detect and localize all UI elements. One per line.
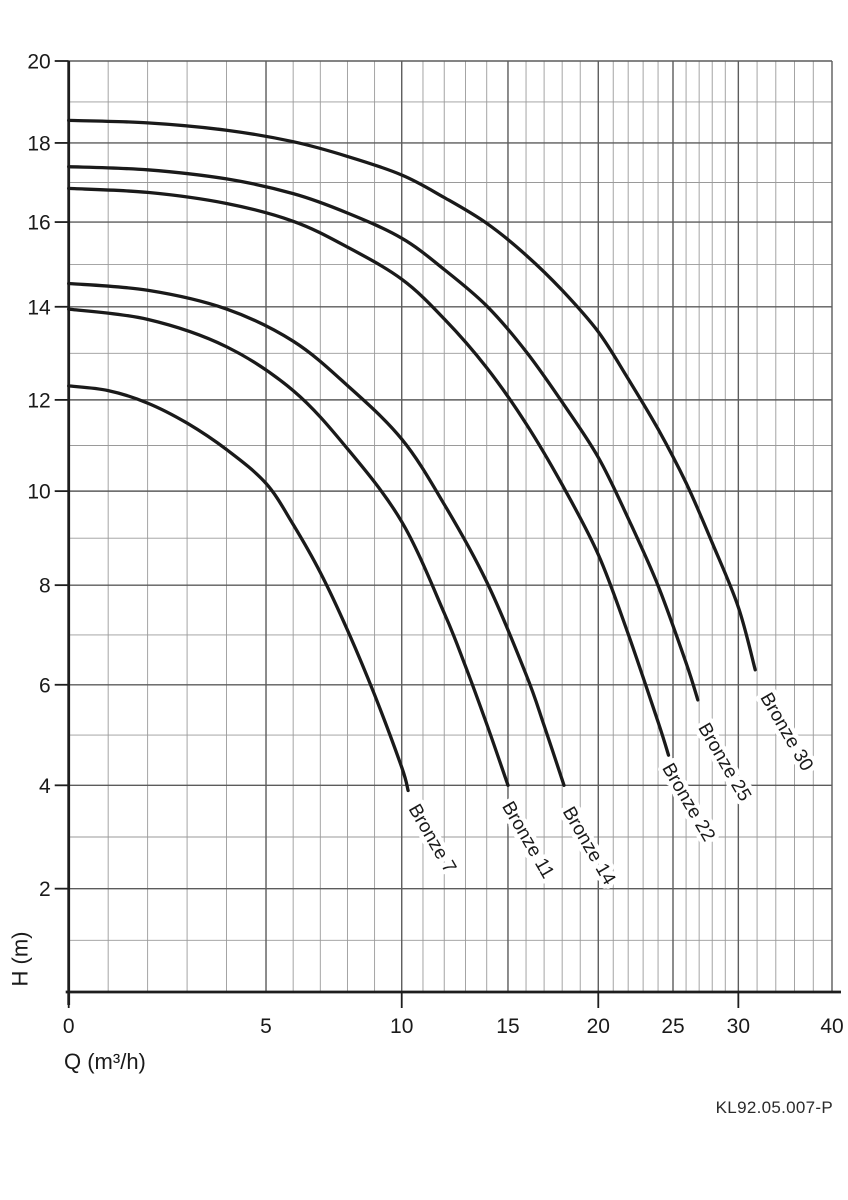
- reference-code: KL92.05.007-P: [715, 1098, 833, 1117]
- curve-bronze-30: [67, 118, 757, 672]
- x-tick-label: 20: [587, 1015, 610, 1038]
- x-tick-label: 5: [260, 1015, 272, 1038]
- curve-bronze-25: [67, 165, 700, 702]
- x-tick-label: 40: [820, 1015, 843, 1038]
- x-tick-label: 25: [661, 1015, 684, 1038]
- curve-label: Bronze 25: [693, 720, 754, 806]
- x-tick-label: 10: [390, 1015, 413, 1038]
- curve-label: Bronze 7: [404, 801, 460, 877]
- x-tick-label: 0: [63, 1015, 75, 1038]
- curve-bronze-11: [67, 307, 510, 787]
- curve-label: Bronze 30: [756, 689, 817, 775]
- y-axis-title: H (m): [7, 931, 33, 987]
- y-tick-label: 16: [27, 212, 50, 235]
- y-tick-label: 2: [39, 878, 51, 901]
- curve-bronze-22: [67, 186, 671, 757]
- curve-bronze-14: [67, 281, 566, 787]
- y-tick-label: 18: [27, 132, 50, 155]
- curve-label: Bronze 11: [497, 798, 558, 882]
- x-tick-label: 15: [496, 1015, 519, 1038]
- y-tick-label: 4: [39, 775, 51, 798]
- y-tick-label: 10: [27, 481, 50, 504]
- y-tick-label: 8: [39, 575, 51, 598]
- curve-bronze-7: [67, 384, 410, 793]
- y-tick-label: 20: [27, 51, 50, 74]
- curve-label: Bronze 14: [558, 803, 620, 889]
- y-tick-label: 12: [27, 389, 50, 412]
- y-tick-label: 6: [39, 674, 51, 697]
- x-axis-title: Q (m³/h): [64, 1049, 146, 1074]
- x-tick-label: 30: [727, 1015, 750, 1038]
- curve-label: Bronze 22: [657, 760, 718, 846]
- y-tick-label: 14: [27, 296, 51, 319]
